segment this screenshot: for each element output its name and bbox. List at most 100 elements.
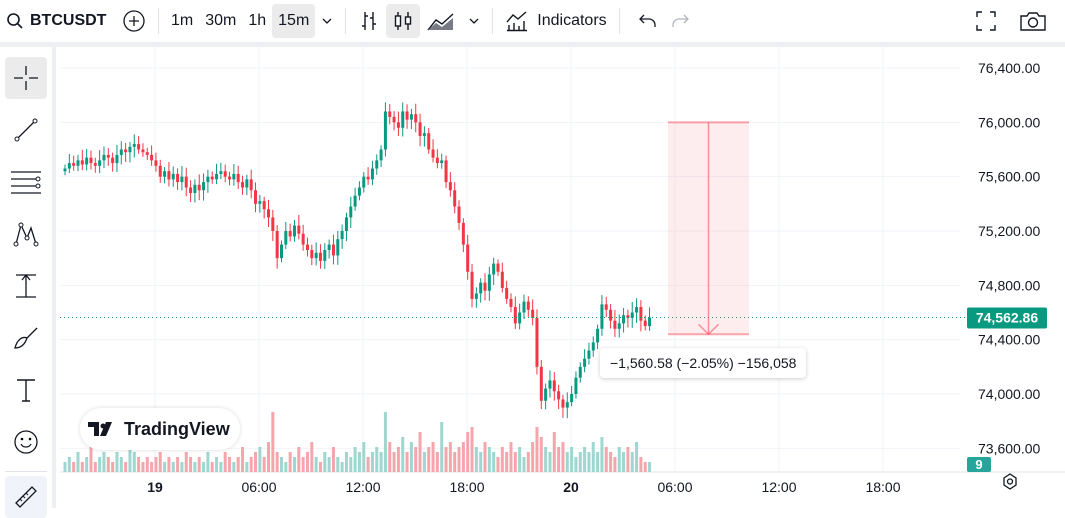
price-tick-label: 74,800.00 (978, 277, 1040, 293)
candle-body (176, 173, 180, 183)
candle-body (310, 250, 314, 259)
undo-button[interactable] (632, 4, 664, 38)
symbol-label: BTCUSDT (30, 12, 107, 29)
volume-bar (630, 452, 634, 472)
time-tick-label: 20 (563, 479, 579, 495)
tradingview-logo[interactable]: TradingView (80, 408, 240, 450)
trend-line-icon (14, 118, 38, 142)
volume-bar (362, 442, 366, 472)
candle-body (219, 171, 223, 174)
volume-bar (76, 452, 80, 472)
interval-1m[interactable]: 1m (165, 4, 199, 38)
candle-body (609, 309, 613, 321)
volume-bar (180, 462, 184, 472)
candle-body (643, 320, 647, 327)
candle-body (414, 114, 418, 123)
volume-bar (422, 452, 426, 472)
area-style-button[interactable] (420, 4, 462, 38)
candle-body (318, 252, 322, 261)
candle-body (67, 163, 71, 169)
fullscreen-button[interactable] (969, 4, 1003, 38)
volume-bar (500, 447, 504, 472)
indicators-button[interactable]: Indicators (499, 4, 612, 38)
redo-button[interactable] (664, 4, 696, 38)
volume-bar (370, 452, 374, 472)
candle-body (344, 217, 348, 231)
price-chart[interactable]: 76,400.00 76,000.00 75,600.00 75,200.00 74,8… (60, 47, 1065, 508)
volume-badge (967, 457, 991, 472)
pattern-tool[interactable] (5, 213, 47, 255)
volume-bar (210, 462, 214, 472)
volume-bar (513, 452, 517, 472)
candle-body (137, 144, 141, 150)
brush-tool[interactable] (5, 317, 47, 359)
candle-body (565, 402, 569, 408)
candle-body (280, 244, 283, 259)
screenshot-button[interactable] (1013, 4, 1053, 38)
candle-body (500, 271, 504, 289)
candle-body (119, 149, 123, 155)
bars-style-button[interactable] (352, 4, 386, 38)
volume-bar (241, 447, 245, 472)
ruler-tool[interactable] (5, 476, 47, 518)
volume-bar (288, 452, 292, 472)
candle-body (271, 217, 275, 231)
volume-bar (171, 462, 175, 472)
text-tool[interactable] (5, 369, 47, 411)
candle-body (561, 399, 565, 408)
symbol-search-button[interactable]: BTCUSDT (0, 4, 116, 38)
volume-bar (275, 452, 279, 472)
candle-body (85, 157, 89, 165)
fib-retracement-tool[interactable] (5, 161, 47, 203)
volume-bar (617, 447, 621, 472)
volume-bar (375, 447, 379, 472)
volume-bar (284, 462, 288, 472)
candles-style-button[interactable] (386, 4, 421, 38)
candle-body (639, 307, 643, 321)
candle-body (76, 160, 80, 166)
interval-30m[interactable]: 30m (199, 4, 242, 38)
long-position-tool[interactable] (5, 265, 47, 307)
candle-body (544, 388, 548, 401)
volume-bar (427, 447, 431, 472)
volume-bar (487, 447, 491, 472)
volume-badge-label: 9 (975, 457, 982, 472)
search-icon (7, 13, 23, 29)
volume-bar (344, 452, 348, 472)
interval-dropdown[interactable] (315, 4, 339, 38)
time-tick-label: 19 (147, 479, 163, 495)
volume-bar (271, 412, 275, 472)
volume-bar (223, 452, 227, 472)
volume-bar (418, 432, 422, 472)
volume-bar (466, 432, 470, 472)
volume-bar (479, 452, 483, 472)
candle-body (418, 122, 422, 136)
candle-body (461, 222, 465, 245)
chart-type-dropdown[interactable] (462, 4, 486, 38)
volume-bar (102, 452, 106, 472)
volume-bar (409, 442, 413, 472)
candle-body (245, 179, 249, 188)
price-tick-label: 76,000.00 (978, 114, 1040, 130)
last-price-label: 74,562.86 (976, 310, 1038, 326)
candle-body (587, 350, 591, 359)
volume-bar (561, 442, 565, 472)
volume-bar (557, 447, 561, 472)
candle-body (596, 328, 600, 343)
time-tick-label: 06:00 (241, 479, 276, 495)
candle-body (297, 225, 301, 234)
candle-body (262, 201, 266, 210)
candle-body (292, 225, 296, 237)
compare-symbol-button[interactable] (116, 4, 152, 38)
crosshair-tool[interactable] (5, 57, 47, 99)
volume-bar (318, 462, 322, 472)
interval-1h[interactable]: 1h (242, 4, 272, 38)
volume-bar (314, 457, 318, 472)
candle-body (422, 133, 426, 136)
candle-body (440, 160, 444, 164)
trend-line-tool[interactable] (5, 109, 47, 151)
volume-bar (262, 457, 266, 472)
emoji-icon (14, 430, 38, 454)
emoji-tool[interactable] (5, 421, 47, 463)
interval-15m[interactable]: 15m (272, 4, 316, 38)
